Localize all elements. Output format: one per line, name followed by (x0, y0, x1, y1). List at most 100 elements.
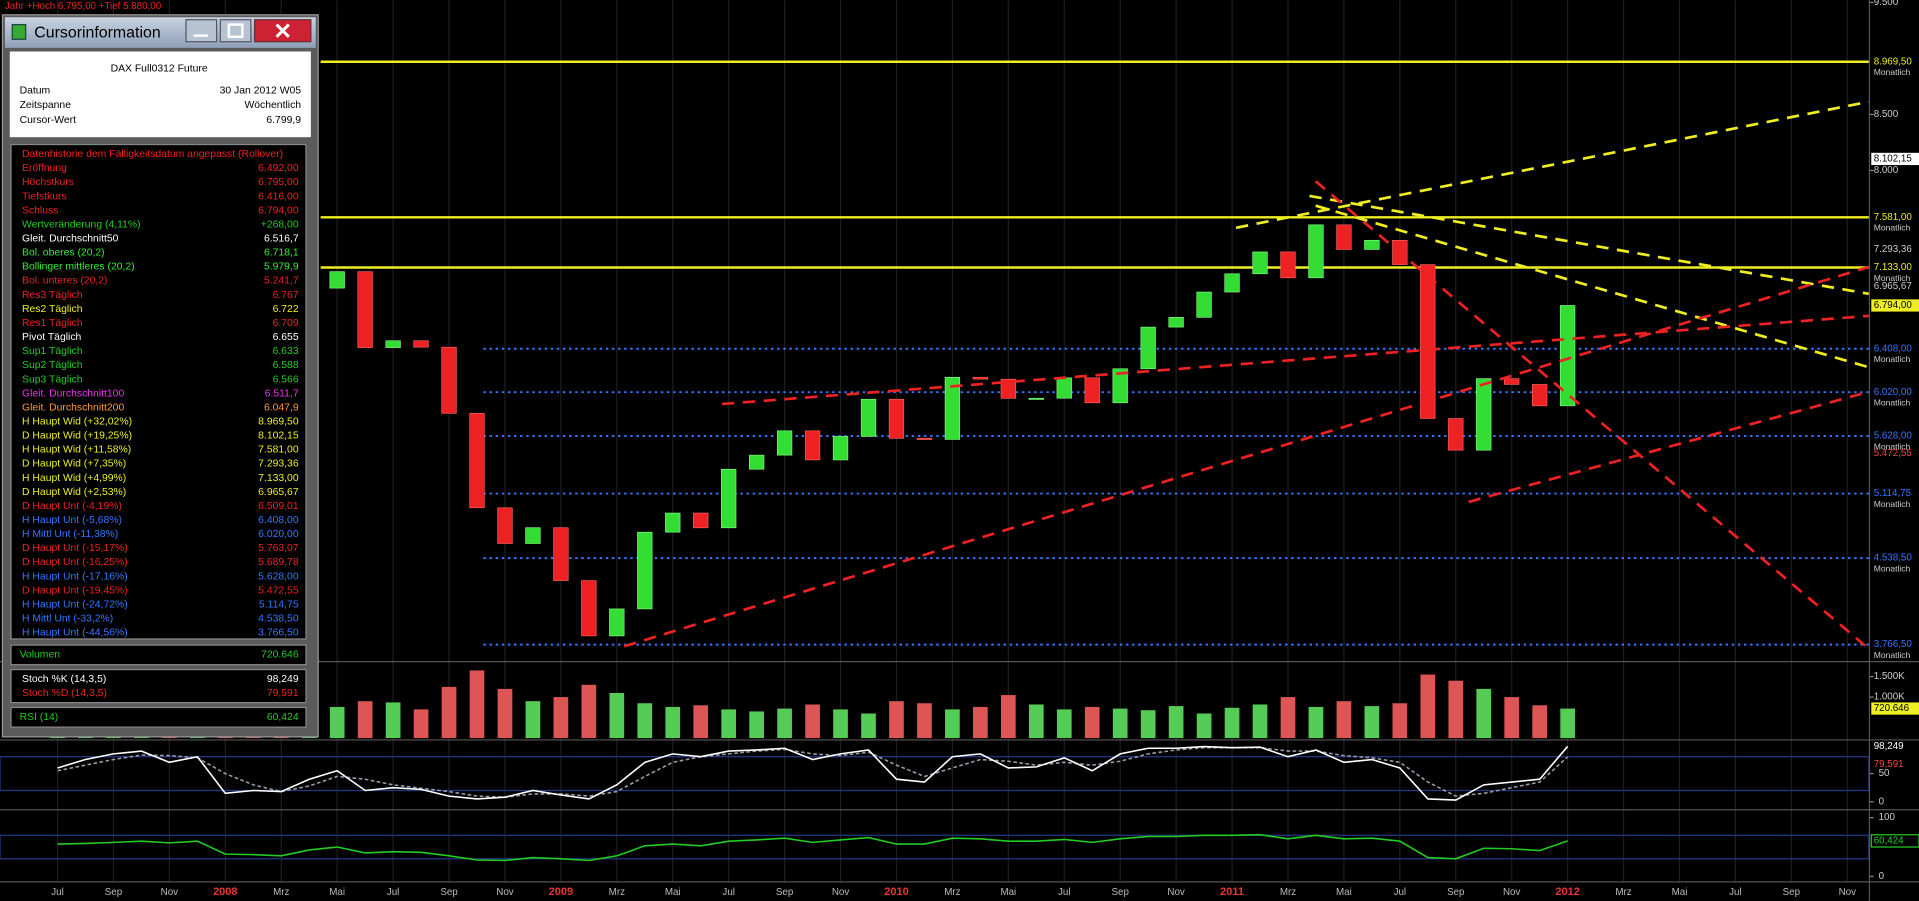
row-value: 6.795,00 (258, 177, 299, 188)
row-label: Res2 Täglich (22, 304, 83, 315)
info-value: Wöchentlich (244, 100, 301, 111)
row-value: 4.538,50 (258, 614, 299, 625)
last-volume-bg (1871, 702, 1919, 715)
row-label: Sup1 Täglich (22, 346, 83, 357)
volume-bar (917, 703, 932, 739)
row-label: D Haupt Wid (+7,35%) (22, 459, 126, 470)
x-tick-label: Nov (832, 887, 850, 898)
candle (721, 468, 737, 529)
x-tick-label: Jul (1729, 887, 1742, 898)
info-rows: Datum 30 Jan 2012 W05 Zeitspanne Wöchentlic… (20, 85, 302, 125)
candle (553, 527, 569, 581)
x-tick-label: Nov (496, 887, 514, 898)
row-label: H Mittl Unt (-11,38%) (22, 529, 118, 540)
volume-label: Volumen (20, 650, 61, 661)
volume-bar (357, 701, 373, 739)
candle (1084, 377, 1100, 404)
trendline (721, 314, 1869, 406)
info-label: Zeitspanne (20, 100, 72, 111)
row-label: Sup3 Täglich (22, 374, 83, 385)
x-tick-label: Mai (1336, 887, 1352, 898)
volume-box (10, 644, 307, 666)
candle (385, 340, 401, 348)
candle (1056, 377, 1072, 399)
volume-bar (329, 706, 345, 739)
candle (832, 436, 849, 461)
row-label: Gleit. Durchschnitt50 (22, 234, 119, 245)
row-label: Sup2 Täglich (22, 360, 83, 371)
row-label: Pivot Täglich (22, 332, 82, 343)
level-note: Monatlich (1874, 499, 1911, 509)
row-label: Bollinger mittleres (20,2) (22, 262, 135, 273)
row-value: 5.689,78 (258, 557, 299, 568)
volume-bar (1112, 708, 1128, 739)
x-tick-label: Nov (161, 887, 179, 898)
x-tick-label: Jul (1058, 887, 1071, 898)
row-value: 8.102,15 (258, 431, 299, 442)
row-label: Gleit. Durchschnitt200 (22, 402, 124, 413)
x-tick-label: Jul (51, 887, 64, 898)
volume-bar (1364, 706, 1380, 739)
info-value: 6.799,9 (266, 115, 301, 126)
candle (1224, 273, 1240, 293)
candle (441, 346, 457, 414)
row-label: D Haupt Wid (+19,25%) (22, 431, 132, 442)
row-value: 6.633 (273, 346, 299, 357)
row-value: 5.979,9 (264, 262, 299, 273)
x-tick-label: Mai (1000, 887, 1016, 898)
candle (525, 527, 541, 544)
y-tick-label: 8.000 (1874, 165, 1899, 176)
candle (469, 413, 485, 509)
stoch-label: Stoch %D (14,3,5) (22, 688, 107, 699)
window-icon (11, 23, 27, 40)
x-tick-label: Mai (1672, 887, 1688, 898)
level-note: Monatlich (1874, 354, 1911, 364)
row-value: 6.516,7 (264, 234, 299, 245)
stoch-rows: Stoch %K (14,3,5) 98,249 Stoch %D (14,3,5)… (22, 674, 299, 699)
volume-bar (581, 684, 597, 739)
row-value: 6.020,00 (258, 529, 299, 540)
candle (972, 376, 989, 380)
trendline (623, 265, 1870, 648)
candle (665, 512, 681, 533)
candle (944, 376, 961, 440)
volume-bar (1504, 697, 1520, 739)
stoch-value: 98,249 (267, 674, 299, 685)
candle (1504, 378, 1520, 385)
row-value: 6.511,7 (265, 388, 299, 399)
row-value: 3.766,50 (258, 628, 299, 639)
level-label: 8.969,50 (1874, 56, 1913, 67)
stoch-last-k: 98,249 (1874, 741, 1904, 752)
row-value: 6.767 (273, 290, 299, 301)
rsi-last-bg (1870, 834, 1919, 848)
row-value: 6.566 (273, 374, 299, 385)
info-label: Cursor-Wert (20, 115, 76, 126)
x-tick-label: 2008 (213, 886, 237, 898)
x-tick-label: 2012 (1555, 886, 1579, 898)
row-label: H Haupt Unt (-44,56%) (22, 628, 128, 639)
trendline (1314, 180, 1870, 650)
minimize-button[interactable] (185, 19, 218, 43)
volume-bar (1476, 688, 1492, 739)
row-value: 5.628,00 (258, 571, 299, 582)
maximize-button[interactable] (219, 19, 252, 43)
row-value: 5.114,75 (259, 599, 299, 610)
volume-bar (973, 706, 988, 739)
row-value: 7.133,00 (258, 473, 299, 484)
level-note: Monatlich (1874, 563, 1911, 573)
volume-bar (1336, 701, 1352, 739)
volume-bar (1084, 706, 1100, 739)
level-note: Monatlich (1874, 273, 1911, 283)
row-value: 5.472,55 (258, 585, 299, 596)
row-label: H Haupt Wid (+11,58%) (22, 445, 131, 456)
candle (581, 580, 597, 637)
x-tick-label: Mrz (1280, 887, 1296, 898)
cursor-window: Cursorinformation DAX Full0312 Future Da… (1, 14, 319, 738)
row-label: Gleit. Durchschnitt100 (22, 388, 124, 399)
header-text: Jahr +Hoch 6.795,00 +Tief 5.880,00 (5, 1, 162, 12)
level-label: 4.538,50 (1874, 553, 1913, 564)
volume-bar (1448, 680, 1464, 739)
x-tick-label: Mrz (1615, 887, 1631, 898)
row-value: 6.047,9 (264, 402, 299, 413)
